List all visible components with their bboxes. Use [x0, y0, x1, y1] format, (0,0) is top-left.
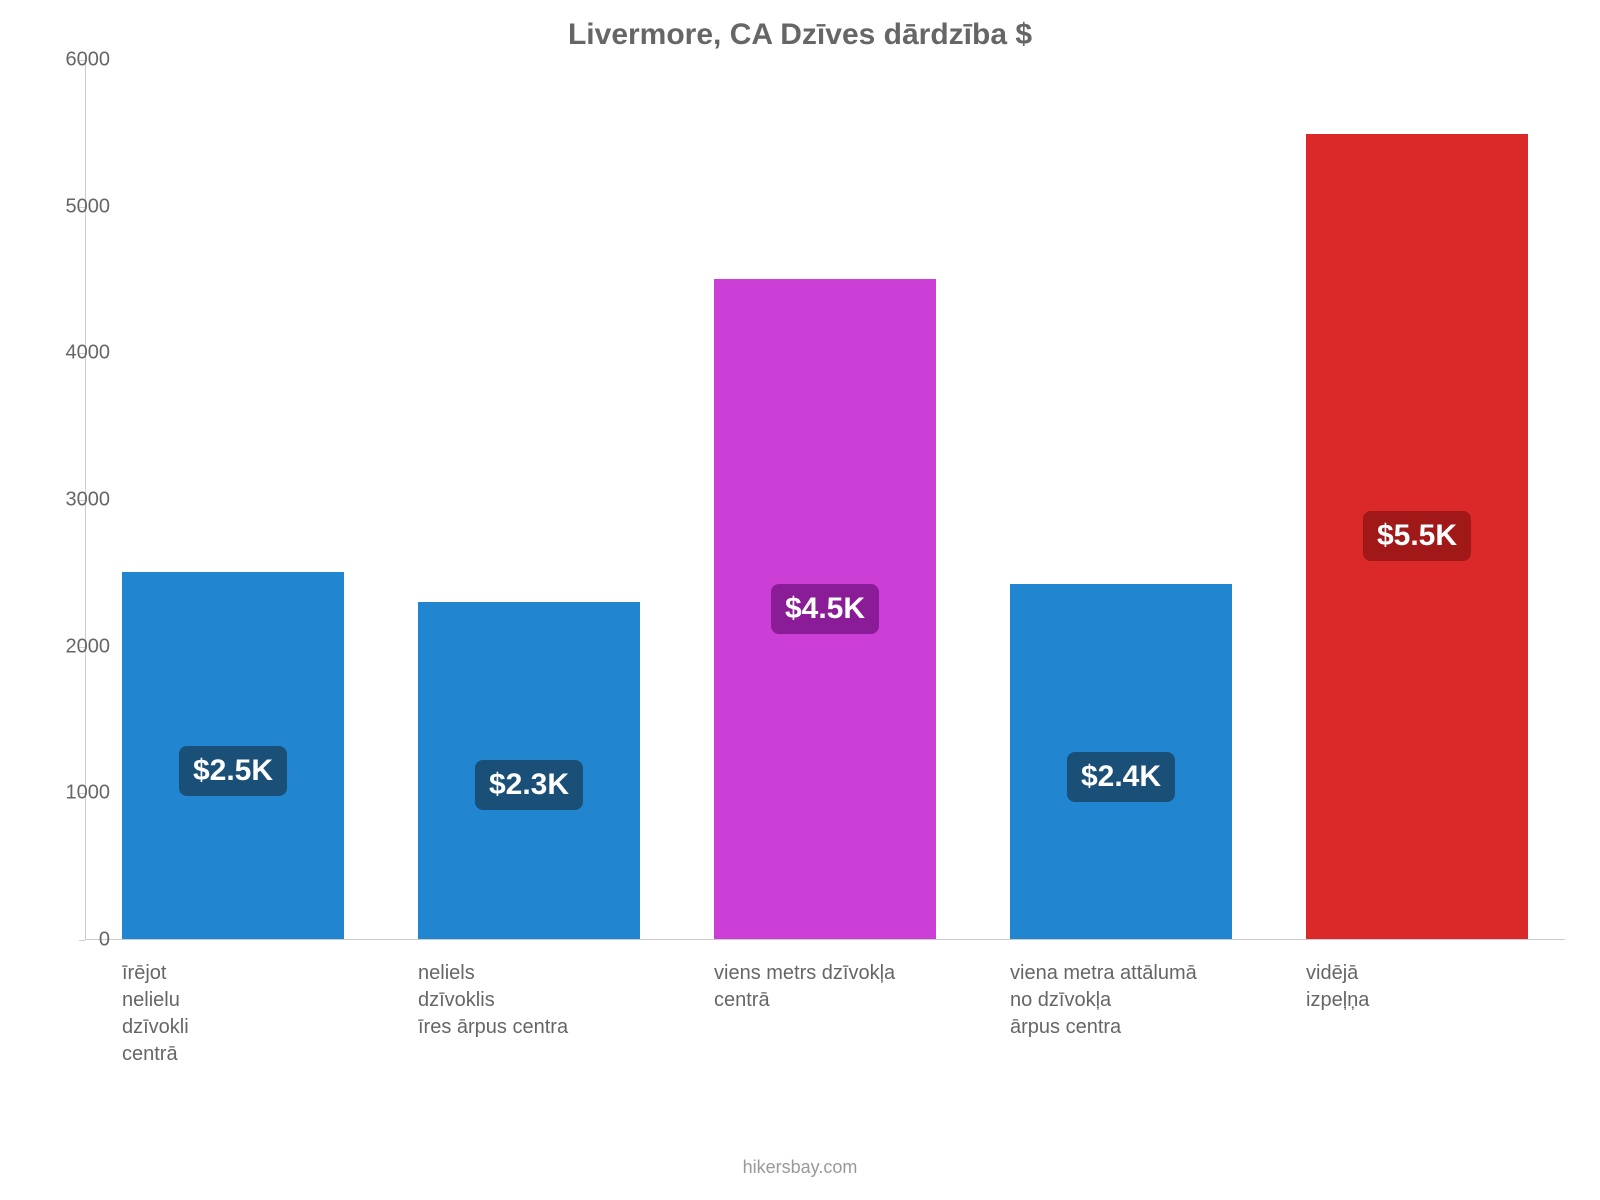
- plot-area: $2.5K $2.3K $4.5K $2.4K $5.5K: [85, 60, 1565, 940]
- bar: $4.5K: [714, 279, 936, 939]
- chart-credits: hikersbay.com: [0, 1157, 1600, 1178]
- bar-value-badge: $2.4K: [1067, 752, 1175, 802]
- x-axis-category-label: viens metrs dzīvokļa centrā: [714, 960, 976, 1014]
- ytick-label: 0: [99, 929, 110, 952]
- ytick-label: 3000: [66, 489, 111, 512]
- bar: $2.5K: [122, 572, 344, 939]
- x-axis-category-label: neliels dzīvoklis īres ārpus centra: [418, 960, 680, 1041]
- bar: $2.3K: [418, 602, 640, 939]
- ytick-label: 1000: [66, 782, 111, 805]
- bar: $5.5K: [1306, 134, 1528, 939]
- bar-value-badge: $2.3K: [475, 760, 583, 810]
- ytick-label: 5000: [66, 195, 111, 218]
- bar: $2.4K: [1010, 584, 1232, 939]
- ytick-mark: [79, 940, 85, 941]
- x-axis-labels: īrējot nelielu dzīvokli centrā neliels dz…: [85, 960, 1565, 1120]
- chart-title: Livermore, CA Dzīves dārdzība $: [0, 18, 1600, 52]
- cost-of-living-chart: Livermore, CA Dzīves dārdzība $ $2.5K$2.…: [0, 0, 1600, 1200]
- ytick-label: 2000: [66, 635, 111, 658]
- x-axis-category-label: īrējot nelielu dzīvokli centrā: [122, 960, 384, 1068]
- ytick-label: 6000: [66, 49, 111, 72]
- x-axis-category-label: vidējā izpeļņa: [1306, 960, 1568, 1014]
- bar-value-badge: $2.5K: [179, 746, 287, 796]
- x-axis-category-label: viena metra attālumā no dzīvokļa ārpus c…: [1010, 960, 1272, 1041]
- bar-value-badge: $5.5K: [1363, 511, 1471, 561]
- ytick-label: 4000: [66, 342, 111, 365]
- bar-value-badge: $4.5K: [771, 584, 879, 634]
- x-axis-line: [85, 939, 1565, 940]
